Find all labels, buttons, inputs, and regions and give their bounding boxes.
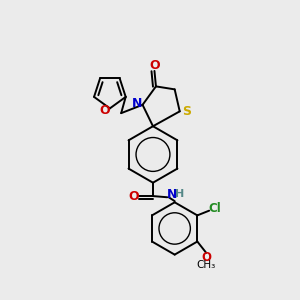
Text: S: S bbox=[182, 105, 191, 118]
Text: N: N bbox=[167, 188, 178, 201]
Text: O: O bbox=[201, 251, 211, 264]
Text: O: O bbox=[99, 104, 110, 117]
Text: O: O bbox=[128, 190, 139, 202]
Text: N: N bbox=[131, 97, 142, 110]
Text: O: O bbox=[149, 59, 160, 72]
Text: Cl: Cl bbox=[208, 202, 220, 215]
Text: CH₃: CH₃ bbox=[196, 260, 216, 270]
Text: H: H bbox=[175, 189, 184, 199]
